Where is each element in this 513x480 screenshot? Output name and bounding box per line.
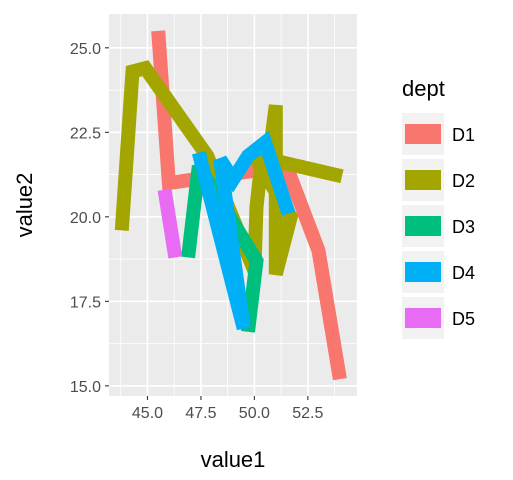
x-tick-label: 50.0	[239, 405, 270, 422]
x-tick-label: 52.5	[292, 405, 323, 422]
series-line-d5	[157, 188, 183, 259]
y-tick-label: 15.0	[70, 379, 101, 396]
legend-label-d5: D5	[452, 309, 475, 329]
x-tick-label: 45.0	[132, 405, 163, 422]
legend: dept D1 D2 D3 D4 D5	[402, 76, 475, 339]
y-tick-label: 17.5	[70, 294, 101, 311]
legend-label-d3: D3	[452, 217, 475, 237]
series-line-d4	[192, 130, 296, 331]
legend-label-d2: D2	[452, 171, 475, 191]
y-tick-label: 25.0	[70, 41, 101, 58]
x-axis-title: value1	[201, 447, 266, 472]
y-tick-label: 22.5	[70, 125, 101, 142]
series-layer	[114, 30, 347, 381]
x-axis: 45.0 47.5 50.0 52.5	[132, 396, 323, 422]
legend-label-d1: D1	[452, 125, 475, 145]
x-tick-label: 47.5	[185, 405, 216, 422]
legend-title: dept	[402, 76, 445, 101]
legend-label-d4: D4	[452, 263, 475, 283]
y-axis: 15.0 17.5 20.0 22.5 25.0	[70, 41, 109, 396]
y-tick-label: 20.0	[70, 210, 101, 227]
y-axis-title: value2	[12, 173, 37, 238]
